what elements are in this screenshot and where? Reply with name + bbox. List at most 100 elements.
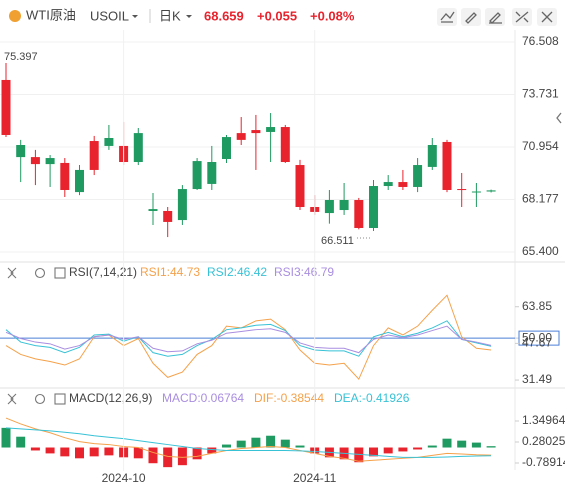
candle-body: [442, 141, 452, 190]
macd-bar: [266, 435, 276, 448]
candle-body: [339, 200, 349, 211]
candle-body: [457, 189, 467, 191]
legend-entry: DEA:-0.41926: [334, 391, 410, 405]
macd-bar: [89, 447, 99, 457]
tool-icon: [440, 11, 455, 23]
candle-body: [471, 191, 481, 193]
macd-bar: [442, 438, 452, 448]
candle-body: [104, 138, 114, 146]
macd-bar: [207, 447, 217, 454]
indicator-line: [5, 325, 492, 354]
candle-body: [1, 79, 11, 135]
rsi-title: RSI(7,14,21): [69, 265, 137, 279]
price: 68.659: [204, 8, 244, 23]
macd-bar: [75, 447, 84, 459]
y-tick-label: -0.78914: [522, 455, 565, 469]
macd-bar: [104, 447, 114, 456]
candle-body: [163, 210, 173, 222]
symbol-code[interactable]: USOIL: [90, 8, 129, 23]
tool-button[interactable]: [461, 8, 481, 26]
candle-body: [383, 182, 393, 187]
macd-bar: [413, 447, 423, 450]
candle-body: [60, 162, 70, 190]
indicator-toggle[interactable]: [7, 267, 17, 279]
candle-body: [413, 165, 423, 187]
tool-icon: [489, 12, 502, 24]
y-tick-label: 0.28025: [522, 434, 565, 448]
change: +0.055: [257, 8, 297, 23]
macd-bar: [1, 427, 11, 448]
indicator-line: [5, 427, 492, 458]
candle-body: [148, 209, 158, 211]
macd-bar: [369, 447, 378, 457]
x-tick-label: 2024-11: [293, 471, 336, 485]
dropdown-arrow[interactable]: [132, 15, 138, 18]
toolbar: WTI原油 USOIL 日K 68.659 +0.055 +0.08%: [9, 7, 557, 26]
macd-bar: [427, 445, 437, 448]
macd-bar: [148, 447, 158, 464]
candle-body: [295, 165, 305, 208]
indicator-icon[interactable]: [54, 267, 66, 279]
macd-bar: [163, 447, 173, 468]
y-tick-label: 65.400: [522, 244, 559, 258]
macd-bar: [251, 437, 261, 448]
macd-bar: [30, 447, 40, 451]
candle-body: [369, 186, 378, 228]
y-tick-label: 1.34964: [522, 413, 565, 427]
high-annotation: 75.397: [4, 51, 38, 63]
candle-body: [75, 169, 84, 193]
candle-body: [16, 144, 26, 158]
candle-body: [177, 189, 187, 221]
symbol[interactable]: WTI原油: [26, 7, 76, 22]
y-tick-label: 76.508: [522, 34, 559, 48]
candle-body: [192, 161, 202, 190]
indicator-toggle[interactable]: [7, 393, 17, 405]
collapse-arrow[interactable]: [556, 112, 562, 124]
macd-bar: [280, 439, 290, 448]
settings-icon[interactable]: [34, 267, 46, 279]
tool-icon: [541, 11, 553, 23]
macd-bar: [222, 444, 231, 448]
macd-bar: [398, 447, 408, 452]
y-tick-label: 47.67: [522, 336, 552, 350]
candle-body: [324, 200, 334, 214]
macd-bar: [471, 442, 481, 448]
macd-bar: [133, 447, 143, 459]
candle-body: [133, 133, 143, 163]
macd-bar: [16, 436, 26, 448]
macd-bar: [236, 440, 246, 448]
y-tick-label: 70.954: [522, 139, 559, 153]
macd-bar: [486, 446, 496, 448]
settings-icon[interactable]: [34, 393, 46, 405]
indicator-icon[interactable]: [54, 393, 66, 405]
candle-body: [89, 141, 99, 170]
candle-body: [398, 182, 408, 187]
low-annotation: 66.511: [321, 235, 354, 247]
y-tick-label: 31.49: [522, 372, 552, 386]
macd-bar: [60, 447, 70, 457]
reference-tag: [518, 330, 560, 346]
change-pct: +0.08%: [310, 8, 355, 23]
tool-button[interactable]: [437, 8, 457, 26]
macd-bar: [192, 447, 202, 460]
dropdown-arrow[interactable]: [186, 15, 192, 18]
legend-entry: RSI1:44.73: [140, 265, 200, 279]
candle-body: [266, 127, 276, 132]
macd-bar: [383, 447, 393, 454]
candle-body: [236, 133, 246, 140]
indicator-line: [5, 294, 492, 381]
tool-icon: [515, 11, 529, 23]
candle-body: [427, 144, 437, 167]
macd-bar: [177, 447, 187, 466]
tool-icon: [465, 12, 477, 24]
period[interactable]: 日K: [159, 8, 181, 23]
candle-body: [45, 158, 55, 165]
legend-entry: RSI2:46.42: [207, 265, 267, 279]
y-tick-label: 50.00: [522, 330, 552, 344]
candle-body: [280, 127, 290, 163]
macd-title: MACD(12,26,9): [69, 391, 152, 405]
y-tick-label: 68.177: [522, 192, 559, 206]
macd-bar: [295, 445, 305, 448]
candle-body: [30, 157, 40, 165]
candle-body: [486, 190, 496, 192]
